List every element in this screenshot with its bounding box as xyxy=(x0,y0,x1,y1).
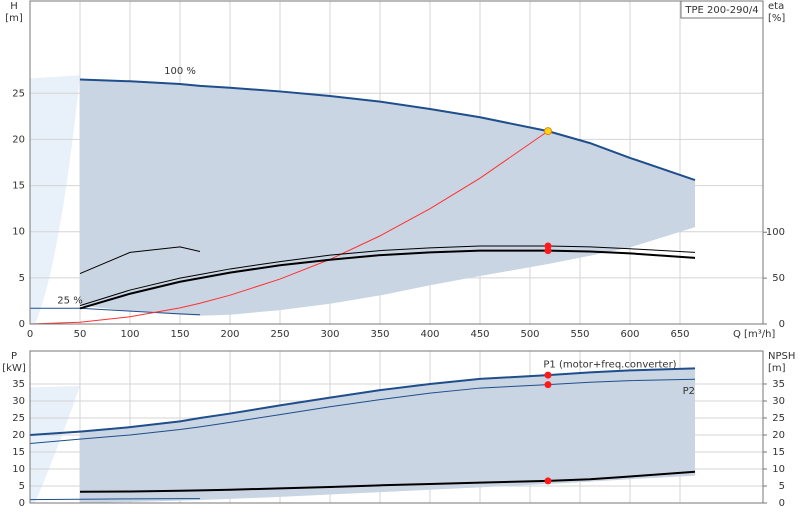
y2-tick-label: 100 xyxy=(766,227,785,238)
y2-axis-label: NPSH xyxy=(768,351,795,362)
x-tick-label: 150 xyxy=(170,329,189,340)
x-tick-label: 50 xyxy=(74,329,87,340)
curve xyxy=(79,78,696,181)
y-tick-label: 25 xyxy=(12,88,25,99)
chart-title: TPE 200-290/4 xyxy=(684,5,758,16)
y2-tick-label: 5 xyxy=(779,481,785,492)
y-tick-label: 5 xyxy=(19,481,25,492)
x-tick-label: 0 xyxy=(27,329,33,340)
operating-area xyxy=(80,368,695,503)
operating-point xyxy=(544,247,552,255)
y-tick-label: 20 xyxy=(12,430,25,441)
curve xyxy=(79,249,696,310)
y-tick-label: 15 xyxy=(12,181,25,192)
y-axis-label: H xyxy=(10,1,18,12)
x-tick-label: 450 xyxy=(470,329,489,340)
y-tick-label: 5 xyxy=(19,273,25,284)
y2-tick-label: 0 xyxy=(779,498,785,509)
y-tick-label: 10 xyxy=(12,464,25,475)
curve xyxy=(30,307,201,316)
curve-label: 25 % xyxy=(57,295,82,306)
curve xyxy=(29,130,549,325)
y-tick-label: 10 xyxy=(12,227,25,238)
y-tick-label: 0 xyxy=(19,319,25,330)
y-axis-unit: [kW] xyxy=(2,363,26,374)
x-tick-label: 650 xyxy=(670,329,689,340)
y2-tick-label: 10 xyxy=(772,464,785,475)
operating-point xyxy=(544,381,552,389)
y-tick-label: 0 xyxy=(19,498,25,509)
x-tick-label: 350 xyxy=(370,329,389,340)
curve-label: 100 % xyxy=(164,66,196,77)
plot-frame xyxy=(29,350,764,504)
x-tick-label: 400 xyxy=(420,329,439,340)
y2-tick-label: 0 xyxy=(779,319,785,330)
curve xyxy=(29,367,696,436)
y2-tick-label: 50 xyxy=(772,273,785,284)
curve-label: P1 (motor+freq.converter) xyxy=(543,359,676,370)
y-tick-label: 25 xyxy=(12,413,25,424)
plot-frame xyxy=(29,0,764,325)
x-tick-label: 600 xyxy=(620,329,639,340)
y2-axis-unit: [%] xyxy=(768,13,785,24)
x-tick-label: 500 xyxy=(520,329,539,340)
y-tick-label: 20 xyxy=(12,134,25,145)
y-tick-label: 15 xyxy=(12,447,25,458)
y2-tick-label: 25 xyxy=(772,413,785,424)
y-axis-unit: [m] xyxy=(5,13,23,24)
y2-axis-label: eta xyxy=(768,1,784,12)
y-tick-label: 35 xyxy=(12,379,25,390)
curve xyxy=(29,498,200,501)
operating-point xyxy=(544,371,552,379)
x-tick-label: 100 xyxy=(120,329,139,340)
curve-label: P2 xyxy=(683,386,695,397)
y-axis-label: P xyxy=(11,351,17,362)
x-tick-label: 550 xyxy=(570,329,589,340)
y2-axis-unit: [m] xyxy=(768,363,786,374)
low-flow-region xyxy=(30,385,80,503)
operating-point xyxy=(544,477,552,485)
low-flow-region xyxy=(30,75,80,324)
operating-area xyxy=(80,79,695,316)
x-tick-label: 200 xyxy=(220,329,239,340)
y2-tick-label: 35 xyxy=(772,379,785,390)
y2-tick-label: 20 xyxy=(772,430,785,441)
curve xyxy=(29,378,696,444)
curve xyxy=(79,246,201,274)
x-axis-label: Q [m³/h] xyxy=(733,329,775,340)
curve xyxy=(79,245,696,307)
title-box xyxy=(680,0,764,19)
operating-point xyxy=(544,127,552,136)
y-tick-label: 30 xyxy=(12,396,25,407)
x-tick-label: 300 xyxy=(320,329,339,340)
y2-tick-label: 30 xyxy=(772,396,785,407)
x-tick-label: 250 xyxy=(270,329,289,340)
curve xyxy=(79,470,696,493)
y2-tick-label: 15 xyxy=(772,447,785,458)
